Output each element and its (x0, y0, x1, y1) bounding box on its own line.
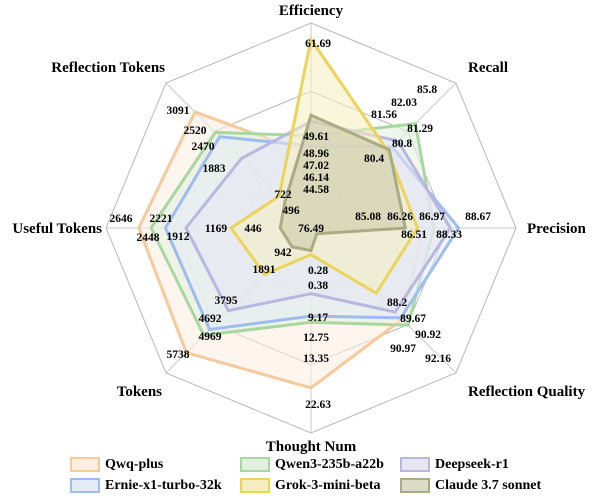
legend-swatch-deepseek (400, 457, 430, 472)
axis-labels: Efficiency Recall Precision Reflection Qual… (12, 3, 586, 455)
data-value-label: 86.26 (387, 211, 413, 223)
radar-series (137, 35, 461, 390)
data-value-label: 86.51 (401, 229, 427, 241)
data-value-label: 3091 (167, 105, 190, 117)
data-value-label: 89.67 (400, 313, 426, 325)
legend-label: Qwq-plus (105, 456, 164, 472)
data-value-label: 46.14 (303, 172, 329, 184)
legend-swatch-ernie (70, 478, 100, 493)
legend-item-qwen3[interactable]: Qwen3-235b-a22b (240, 455, 400, 474)
data-value-label: 2221 (150, 213, 173, 225)
data-value-label: 90.97 (390, 343, 416, 355)
data-value-label: 446 (244, 223, 262, 235)
data-value-label: 13.35 (303, 353, 329, 365)
data-value-label: 88.33 (436, 229, 462, 241)
data-value-label: 5738 (167, 349, 190, 361)
value-labels: 61.6949.6148.9647.0246.1444.5885.882.038… (110, 38, 492, 411)
data-value-label: 0.38 (308, 280, 328, 292)
data-value-label: 1883 (203, 163, 226, 175)
data-value-label: 4692 (199, 313, 222, 325)
axis-label-useful-tokens: Useful Tokens (12, 221, 102, 237)
data-value-label: 88.2 (387, 297, 407, 309)
data-value-label: 81.56 (371, 109, 397, 121)
legend: Qwq-plus Qwen3-235b-a22b Deepseek-r1 Ern… (70, 455, 600, 495)
legend-item-claude[interactable]: Claude 3.7 sonnet (400, 476, 570, 495)
data-value-label: 1912 (167, 231, 190, 243)
data-value-label: 82.03 (391, 97, 417, 109)
legend-label: Deepseek-r1 (435, 456, 509, 472)
series-claude-3-7-sonnet (278, 113, 408, 253)
legend-label: Claude 3.7 sonnet (435, 477, 542, 493)
data-value-label: 88.67 (465, 211, 491, 223)
data-value-label: 44.58 (303, 184, 329, 196)
legend-swatch-claude (400, 478, 430, 493)
data-value-label: 0.28 (308, 265, 328, 277)
legend-item-qwq-plus[interactable]: Qwq-plus (70, 455, 240, 474)
legend-item-ernie[interactable]: Ernie-x1-turbo-32k (70, 476, 240, 495)
data-value-label: 2448 (137, 232, 160, 244)
data-value-label: 22.63 (305, 399, 331, 411)
data-value-label: 2520 (184, 125, 207, 137)
axis-label-reflection-tokens: Reflection Tokens (51, 60, 165, 76)
data-value-label: 49.61 (303, 131, 329, 143)
legend-swatch-grok (240, 478, 270, 493)
data-value-label: 80.4 (364, 153, 384, 165)
data-value-label: 1891 (253, 264, 276, 276)
axis-label-recall: Recall (468, 60, 508, 76)
data-value-label: 48.96 (303, 148, 329, 160)
legend-label: Ernie-x1-turbo-32k (105, 477, 222, 493)
radar-chart: Efficiency Recall Precision Reflection Qual… (12, 3, 586, 455)
data-value-label: 9.17 (308, 312, 328, 324)
data-value-label: 2646 (110, 213, 133, 225)
data-value-label: 3795 (215, 295, 238, 307)
data-value-label: 61.69 (305, 38, 331, 50)
data-value-label: 81.29 (407, 123, 433, 135)
data-value-label: 47.02 (303, 160, 329, 172)
data-value-label: 86.97 (419, 211, 445, 223)
data-value-label: 90.92 (415, 329, 441, 341)
data-value-label: 1169 (205, 223, 228, 235)
data-value-label: 80.8 (392, 138, 412, 150)
legend-item-deepseek[interactable]: Deepseek-r1 (400, 455, 570, 474)
legend-label: Qwen3-235b-a22b (275, 456, 384, 472)
legend-swatch-qwq-plus (70, 457, 100, 472)
legend-item-grok[interactable]: Grok-3-mini-beta (240, 476, 400, 495)
axis-label-tokens: Tokens (117, 384, 162, 400)
data-value-label: 496 (282, 205, 300, 217)
legend-label: Grok-3-mini-beta (275, 477, 381, 493)
axis-label-reflection-quality: Reflection Quality (468, 384, 586, 400)
data-value-label: 2470 (192, 141, 215, 153)
data-value-label: 76.49 (298, 223, 324, 235)
data-value-label: 85.8 (417, 84, 437, 96)
axis-label-efficiency: Efficiency (279, 3, 344, 19)
axis-label-thought-num: Thought Num (266, 439, 357, 455)
legend-swatch-qwen3 (240, 457, 270, 472)
data-value-label: 4969 (199, 331, 222, 343)
axis-label-precision: Precision (527, 221, 587, 237)
data-value-label: 722 (274, 189, 292, 201)
data-value-label: 85.08 (355, 211, 381, 223)
data-value-label: 942 (274, 247, 292, 259)
data-value-label: 92.16 (425, 353, 451, 365)
data-value-label: 12.75 (303, 332, 329, 344)
